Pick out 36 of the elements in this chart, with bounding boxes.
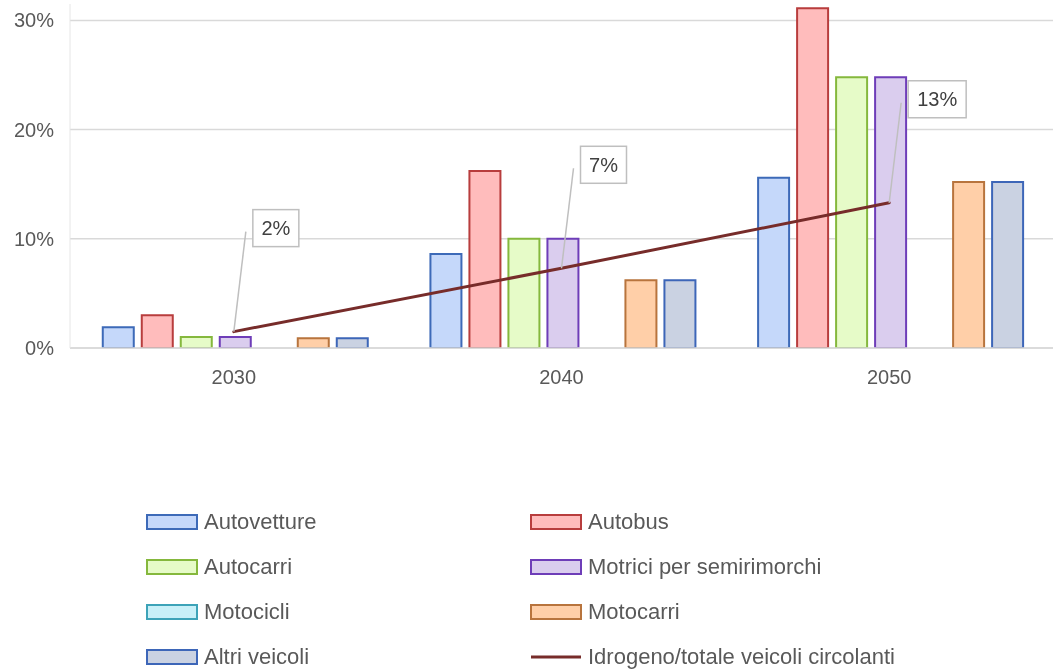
- bar: [835, 76, 869, 348]
- bar: [624, 279, 658, 348]
- bar: [468, 170, 502, 348]
- bar: [546, 237, 580, 348]
- data-label: 7%: [589, 153, 619, 176]
- legend-label: Autovetture: [204, 509, 317, 535]
- legend-label: Autobus: [588, 509, 669, 535]
- x-tick-label: 2030: [211, 366, 257, 389]
- legend-label: Idrogeno/totale veicoli circolanti: [588, 644, 895, 670]
- legend-label: Autocarri: [204, 554, 293, 580]
- legend-label: Motocarri: [588, 599, 680, 625]
- bar: [335, 337, 369, 348]
- y-tick-label: 0%: [25, 337, 55, 360]
- bar: [140, 314, 174, 348]
- bar: [991, 181, 1025, 348]
- x-tick-label: 2050: [866, 366, 912, 389]
- data-label: 13%: [917, 88, 958, 111]
- bar: [952, 181, 986, 348]
- bar: [507, 237, 541, 348]
- y-tick-label: 10%: [13, 227, 55, 250]
- legend-label: Motrici per semirimorchi: [588, 554, 822, 580]
- bar: [179, 336, 213, 348]
- legend-label: Motocicli: [204, 599, 290, 625]
- bar: [218, 336, 252, 348]
- legend-label: Altri veicoli: [204, 644, 310, 670]
- bar: [101, 326, 135, 348]
- y-tick-label: 30%: [13, 9, 55, 32]
- bar: [874, 76, 908, 348]
- bar: [757, 176, 791, 348]
- bar: [296, 337, 330, 348]
- y-tick-label: 20%: [13, 118, 55, 141]
- x-tick-label: 2040: [539, 366, 584, 389]
- bar: [429, 253, 463, 348]
- bar: [796, 7, 830, 348]
- data-label: 2%: [261, 217, 291, 240]
- bar: [663, 279, 697, 348]
